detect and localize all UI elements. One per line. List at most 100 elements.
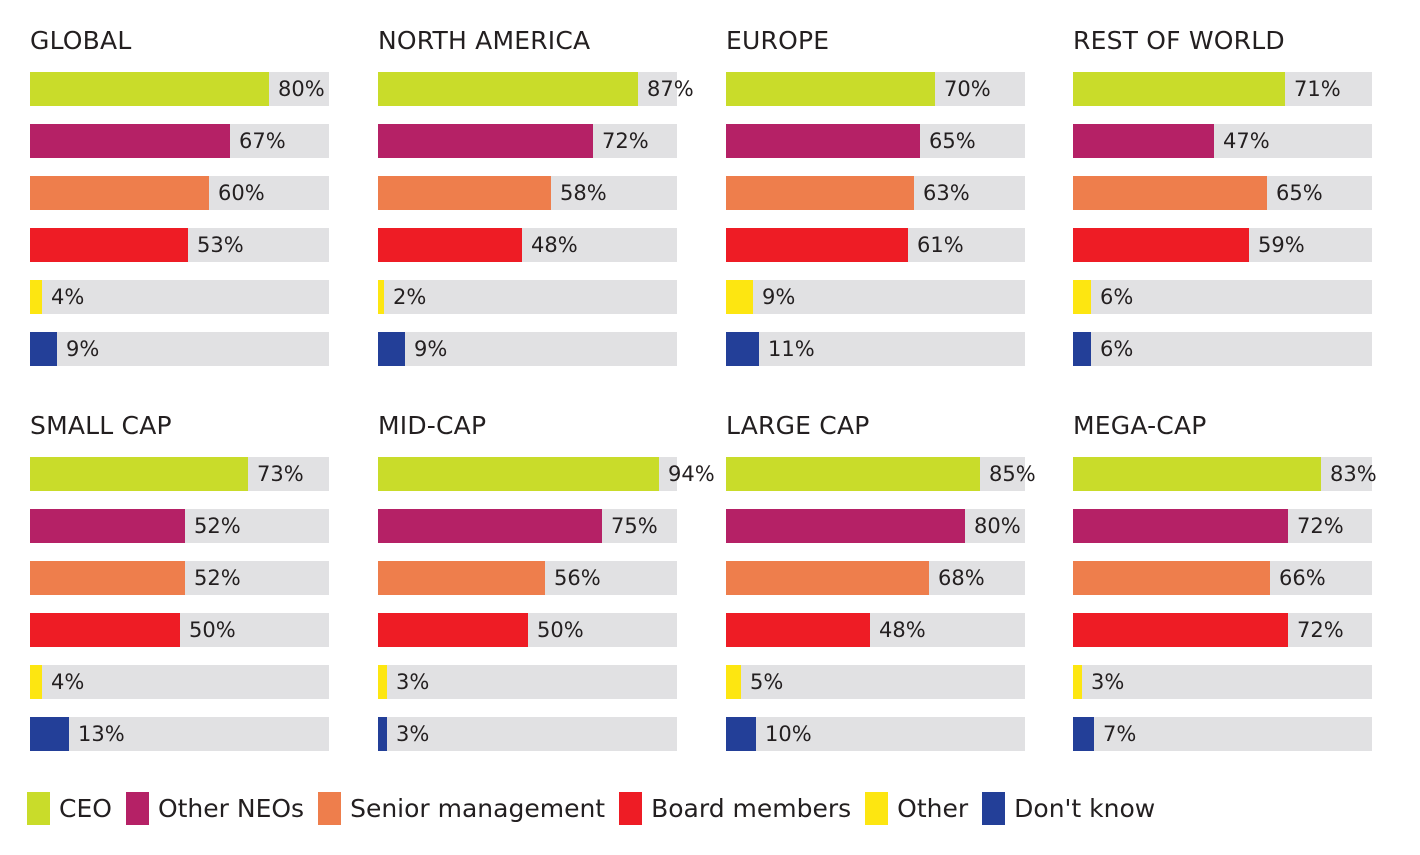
bar-other-neos [1073,509,1288,543]
value-label: 3% [1091,670,1125,694]
value-label: 6% [1100,285,1134,309]
bar-track [30,717,329,751]
legend-label: Don't know [1014,793,1156,823]
bar-don-t-know [378,332,405,366]
bar-don-t-know [378,717,387,751]
bar-track [1073,332,1372,366]
bar-other-neos [378,509,602,543]
bar-other-neos [726,509,965,543]
bar-don-t-know [1073,332,1091,366]
legend-label: Other NEOs [157,793,305,823]
panel-title: LARGE CAP [726,411,870,440]
legend-swatch [865,791,889,825]
legend-item-ceo: CEO [27,791,112,825]
bar-track [30,332,329,366]
bar-senior-management [378,561,545,595]
bar-track [726,280,1025,314]
value-label: 65% [929,129,976,153]
bar-board-members [30,228,188,262]
bar-senior-management [1073,176,1267,210]
bar-ceo [1073,457,1321,491]
panel-title: NORTH AMERICA [378,26,591,55]
value-label: 11% [768,337,815,361]
bar-other-neos [378,124,593,158]
value-label: 71% [1294,77,1341,101]
bar-other [378,665,387,699]
bar-ceo [30,72,269,106]
value-label: 59% [1258,233,1305,257]
value-label: 85% [989,462,1036,486]
bar-senior-management [378,176,551,210]
panel-title: MEGA-CAP [1073,411,1207,440]
legend-label: Senior management [350,793,606,823]
panel-title: MID-CAP [378,411,487,440]
value-label: 94% [668,462,715,486]
value-label: 52% [194,566,241,590]
value-label: 66% [1279,566,1326,590]
legend-swatch [619,791,643,825]
value-label: 61% [917,233,964,257]
legend-swatch [318,791,342,825]
bar-other [726,280,753,314]
bar-other [726,665,741,699]
bar-other [1073,665,1082,699]
bar-ceo [30,457,248,491]
value-label: 58% [560,181,607,205]
value-label: 75% [611,514,658,538]
bar-senior-management [30,176,209,210]
panel-title: GLOBAL [30,26,132,55]
legend-label: CEO [59,793,112,823]
legend-swatch [982,791,1006,825]
value-label: 70% [944,77,991,101]
legend-item-other: Other [865,791,969,825]
bar-track [1073,665,1372,699]
bar-ceo [726,457,980,491]
value-label: 60% [218,181,265,205]
bar-track [1073,280,1372,314]
bar-senior-management [726,561,929,595]
bar-other [378,280,384,314]
bar-board-members [1073,613,1288,647]
bar-other [1073,280,1091,314]
value-label: 48% [531,233,578,257]
bar-board-members [726,228,908,262]
bar-senior-management [30,561,185,595]
value-label: 72% [1297,618,1344,642]
value-label: 9% [414,337,448,361]
value-label: 9% [762,285,796,309]
bar-chart-grid: GLOBAL 80% 67% 60% 53% 4% 9% NORTH AMERICA 87% 72… [30,26,1377,751]
value-label: 80% [974,514,1021,538]
bar-don-t-know [1073,717,1094,751]
bar-don-t-know [30,332,57,366]
bar-board-members [726,613,870,647]
bar-board-members [30,613,180,647]
value-label: 5% [750,670,784,694]
legend-item-other-neos: Other NEOs [125,791,305,825]
value-label: 83% [1330,462,1377,486]
value-label: 53% [197,233,244,257]
bar-senior-management [1073,561,1270,595]
bar-track [378,280,677,314]
bar-other-neos [30,509,185,543]
bar-track [726,717,1025,751]
bar-board-members [1073,228,1249,262]
value-label: 63% [923,181,970,205]
bar-ceo [726,72,935,106]
value-label: 7% [1103,722,1137,746]
bar-track [30,280,329,314]
legend-label: Other [897,793,969,823]
bar-senior-management [726,176,914,210]
value-label: 2% [393,285,427,309]
legend: CEO Other NEOs Senior management Board memb… [27,790,1169,826]
value-label: 65% [1276,181,1323,205]
value-label: 72% [602,129,649,153]
bar-track [378,665,677,699]
bar-other [30,665,42,699]
legend-swatch [27,791,50,825]
bar-board-members [378,613,528,647]
value-label: 52% [194,514,241,538]
value-label: 50% [537,618,584,642]
value-label: 68% [938,566,985,590]
value-label: 13% [78,722,125,746]
bar-track [1073,717,1372,751]
